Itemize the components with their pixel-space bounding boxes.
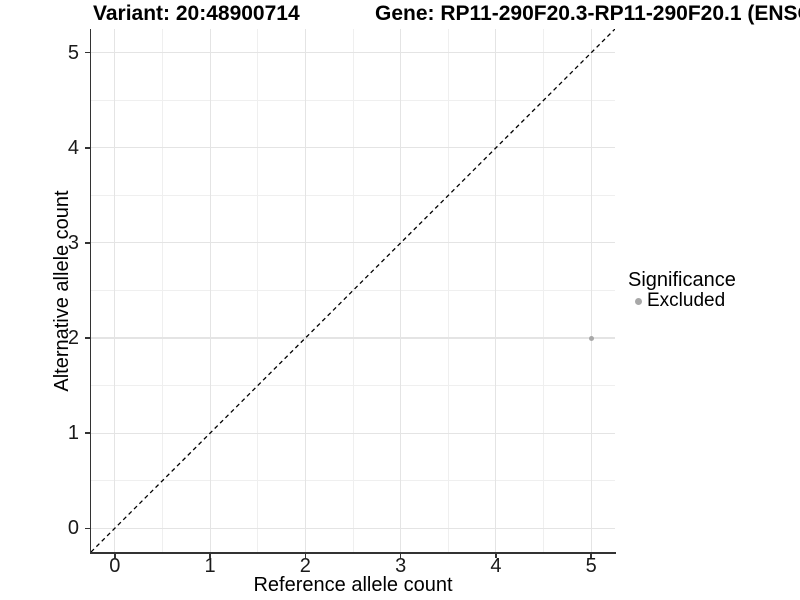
- y-axis-ticks: 0 1 2 3 4 5: [0, 29, 91, 552]
- legend-title: Significance: [628, 269, 736, 291]
- x-major-gridline: [114, 29, 116, 552]
- x-tick-label: 4: [490, 555, 502, 578]
- y-minor-gridline: [91, 290, 615, 291]
- y-major-gridline: [91, 527, 615, 529]
- legend-item-label: Excluded: [647, 290, 726, 311]
- y-tick-mark: [84, 432, 90, 434]
- x-tick-mark: [209, 553, 211, 559]
- y-tick-mark: [84, 242, 90, 244]
- x-tick-mark: [304, 553, 307, 559]
- x-tick-label: 3: [395, 555, 407, 578]
- x-tick-mark: [114, 553, 116, 559]
- variant-title: Variant: 20:48900714: [93, 2, 300, 25]
- y-tick-label: 2: [67, 327, 79, 350]
- y-tick-label: 5: [67, 41, 79, 64]
- y-minor-gridline: [91, 385, 615, 386]
- y-minor-gridline: [91, 480, 615, 482]
- gene-title: Gene: RP11-290F20.3-RP11-290F20.1 (ENSG0: [375, 2, 800, 25]
- x-tick-label: 1: [204, 555, 216, 578]
- identity-reference-line: [91, 29, 615, 552]
- y-minor-gridline: [91, 99, 615, 101]
- y-major-gridline: [91, 52, 615, 54]
- y-axis-title: Alternative allele count: [51, 190, 73, 392]
- data-point: [588, 335, 594, 341]
- y-tick-label: 0: [67, 517, 79, 540]
- x-major-gridline: [495, 29, 497, 552]
- y-major-gridline: [91, 242, 615, 244]
- y-minor-gridline: [91, 195, 615, 196]
- x-tick-mark: [399, 553, 402, 559]
- x-major-gridline: [209, 29, 211, 552]
- y-major-gridline: [91, 337, 615, 339]
- y-tick-label: 1: [67, 422, 79, 445]
- y-tick-label: 4: [67, 136, 79, 159]
- y-major-gridline: [91, 147, 615, 149]
- x-major-gridline: [304, 29, 306, 552]
- plot-panel: [91, 29, 615, 552]
- y-tick-mark: [84, 527, 90, 529]
- y-tick-mark: [84, 147, 90, 149]
- x-tick-label: 2: [299, 555, 311, 578]
- y-tick-mark: [84, 337, 90, 339]
- y-tick-label: 3: [67, 231, 79, 254]
- x-major-gridline: [590, 29, 592, 552]
- legend-item-excluded: Excluded: [628, 291, 736, 311]
- y-major-gridline: [91, 432, 615, 434]
- x-tick-label: 5: [585, 555, 597, 578]
- y-axis-line: [89, 29, 92, 554]
- x-axis-line: [89, 552, 616, 554]
- legend-point-swatch: [635, 297, 642, 305]
- legend: Significance Excluded: [628, 270, 736, 311]
- x-tick-mark: [495, 553, 497, 559]
- x-tick-mark: [590, 553, 592, 559]
- x-tick-label: 0: [109, 555, 121, 578]
- y-tick-mark: [84, 52, 90, 54]
- x-axis-ticks: 0 1 2 3 4 5: [91, 553, 615, 596]
- x-major-gridline: [400, 29, 402, 552]
- x-axis-title: Reference allele count: [253, 574, 453, 596]
